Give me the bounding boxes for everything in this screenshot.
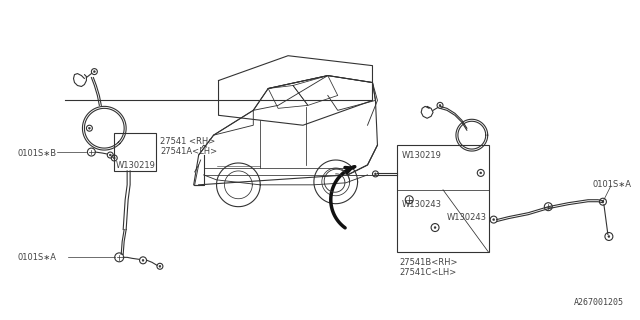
Bar: [114, 133, 156, 171]
Bar: [397, 145, 489, 252]
Text: W130243: W130243: [401, 200, 442, 209]
Text: 0101S∗A: 0101S∗A: [593, 180, 632, 189]
Circle shape: [88, 127, 90, 129]
Circle shape: [608, 236, 610, 237]
Text: 27541B<RH>: 27541B<RH>: [399, 258, 458, 267]
Text: W130243: W130243: [447, 213, 487, 222]
Text: 27541A<LH>: 27541A<LH>: [160, 147, 217, 156]
Circle shape: [374, 173, 376, 175]
Text: 27541C<LH>: 27541C<LH>: [399, 268, 456, 277]
Text: 27541 <RH>: 27541 <RH>: [160, 137, 215, 146]
Circle shape: [439, 104, 441, 106]
Circle shape: [602, 201, 604, 203]
Circle shape: [142, 259, 144, 261]
Text: 0101S∗B: 0101S∗B: [18, 148, 57, 157]
Circle shape: [434, 227, 436, 228]
Circle shape: [113, 157, 115, 159]
Text: W130219: W130219: [116, 161, 156, 170]
Text: A267001205: A267001205: [574, 298, 624, 307]
Text: W130219: W130219: [401, 151, 441, 160]
Circle shape: [480, 172, 482, 174]
Circle shape: [159, 265, 161, 267]
Text: 0101S∗A: 0101S∗A: [18, 253, 57, 262]
Circle shape: [109, 154, 111, 156]
Circle shape: [93, 71, 95, 73]
Circle shape: [493, 219, 495, 220]
